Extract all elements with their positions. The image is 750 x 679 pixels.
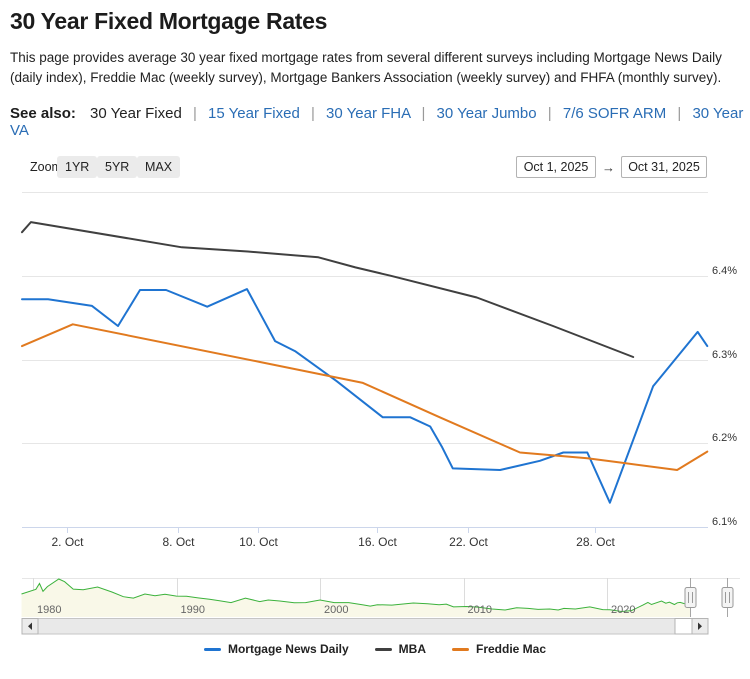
x-axis-label: 22. Oct xyxy=(449,535,488,549)
navigator-area xyxy=(21,579,691,617)
navigator-series xyxy=(21,578,691,613)
series-line-mortgage-news-daily xyxy=(21,288,709,504)
date-from-input[interactable] xyxy=(516,156,596,178)
navigator-year-label: 2000 xyxy=(324,604,348,616)
separator: | xyxy=(310,105,315,122)
separator: | xyxy=(192,105,197,122)
see-also-link-30yr-fha[interactable]: 30 Year FHA xyxy=(326,105,411,122)
series-line-freddie-mac xyxy=(21,323,709,471)
y-axis-label: 6.2% xyxy=(712,432,737,444)
see-also-link-sofr-arm[interactable]: 7/6 SOFR ARM xyxy=(562,105,667,122)
y-axis-label: 6.3% xyxy=(712,349,737,361)
legend-label: Freddie Mac xyxy=(476,642,547,656)
zoom-label: Zoom xyxy=(30,160,62,174)
chart-canvas: 6.4% 6.3% 6.2% 6.1% 2. Oct 8. Oct 10. Oct 16. O… xyxy=(21,192,740,635)
date-range: → xyxy=(516,156,707,178)
x-axis-label: 28. Oct xyxy=(576,535,615,549)
scrollbar-thumb[interactable] xyxy=(674,618,693,635)
navigator-left-handle[interactable] xyxy=(684,587,697,608)
separator: | xyxy=(421,105,426,122)
navigator-year-label: 1990 xyxy=(181,604,205,616)
see-also-link-30yr-va[interactable]: 30 Year VA xyxy=(10,105,744,139)
scrollbar-track[interactable] xyxy=(37,618,693,635)
legend-dash-orange xyxy=(452,647,469,651)
date-range-arrow: → xyxy=(602,159,615,175)
y-axis-label: 6.4% xyxy=(712,265,737,277)
chart-controls: Zoom 1YR 5YR MAX → xyxy=(0,156,750,180)
zoom-1yr-button[interactable]: 1YR xyxy=(57,156,98,178)
separator: | xyxy=(547,105,552,122)
navigator-year-label: 2020 xyxy=(611,604,635,616)
see-also-nav: See also: 30 Year Fixed | 15 Year Fixed … xyxy=(10,105,750,139)
see-also-link-30yr-jumbo[interactable]: 30 Year Jumbo xyxy=(436,105,537,122)
see-also-link-30yr-fixed: 30 Year Fixed xyxy=(90,105,182,122)
page-header: 30 Year Fixed Mortgage Rates This page p… xyxy=(0,0,750,139)
scrollbar-left-arrow-icon xyxy=(28,622,32,630)
y-axis-label: 6.1% xyxy=(712,516,737,528)
page-description: This page provides average 30 year fixed… xyxy=(10,50,722,85)
legend-label: MBA xyxy=(398,642,426,656)
rate-chart: Zoom 1YR 5YR MAX → 6.4% 6.3% 6.2% 6.1% 2. Oc… xyxy=(0,150,750,679)
see-also-label: See also: xyxy=(10,105,76,122)
navigator-right-handle[interactable] xyxy=(721,587,734,608)
legend-item-freddie-mac[interactable]: Freddie Mac xyxy=(452,642,546,656)
legend-label: Mortgage News Daily xyxy=(227,642,349,656)
page-title: 30 Year Fixed Mortgage Rates xyxy=(10,8,328,34)
zoom-5yr-button[interactable]: 5YR xyxy=(97,156,138,178)
legend-item-mortgage-news-daily[interactable]: Mortgage News Daily xyxy=(203,642,349,656)
legend-dash-dark xyxy=(374,647,392,651)
legend-item-mba[interactable]: MBA xyxy=(374,642,426,656)
see-also-link-15yr-fixed[interactable]: 15 Year Fixed xyxy=(208,105,300,122)
date-to-input[interactable] xyxy=(621,156,707,178)
x-axis-label: 8. Oct xyxy=(162,535,195,549)
chart-legend: Mortgage News Daily MBA Freddie Mac xyxy=(0,642,750,656)
navigator-year-label: 2010 xyxy=(468,604,492,616)
x-axis-label: 2. Oct xyxy=(51,535,84,549)
series-line-mba xyxy=(21,221,635,358)
navigator-year-label: 1980 xyxy=(37,604,61,616)
zoom-max-button[interactable]: MAX xyxy=(137,156,181,178)
x-axis-label: 16. Oct xyxy=(358,535,397,549)
scrollbar-right-arrow-icon xyxy=(698,622,702,630)
x-axis-label: 10. Oct xyxy=(239,535,278,549)
legend-dash-blue xyxy=(203,647,221,651)
separator: | xyxy=(677,105,682,122)
